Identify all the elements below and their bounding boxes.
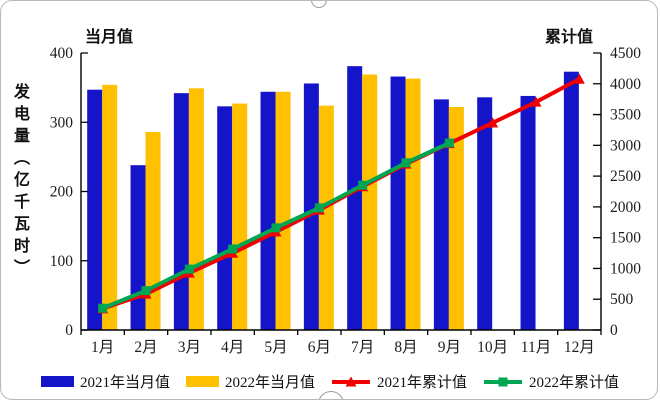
legend-item-2: 2022年当月值 (185, 371, 315, 392)
right-axis-tick-label: 2500 (610, 168, 641, 185)
left-axis-tick-label: 300 (50, 114, 74, 131)
bar-2022年当月值 (405, 78, 421, 330)
right-axis-tick-label: 4000 (610, 76, 641, 93)
bar-2021年当月值 (130, 165, 146, 330)
right-axis-tick-label: 4500 (610, 45, 641, 62)
bar-2022年当月值 (145, 131, 161, 330)
right-axis-tick-label: 2000 (610, 199, 641, 216)
right-axis-tick-label: 0 (610, 322, 618, 339)
bar-2021年当月值 (87, 89, 103, 330)
bar-2021年当月值 (260, 91, 276, 330)
triangle-marker (487, 117, 499, 128)
square-marker (314, 203, 324, 213)
legend-bar-swatch (40, 376, 74, 387)
bar-2022年当月值 (318, 105, 334, 330)
right-axis-tick-label: 500 (610, 291, 634, 308)
y-axis-label: 发电量（亿千瓦时） (11, 83, 28, 281)
legend-line-swatch (332, 376, 370, 386)
bar-2022年当月值 (102, 84, 118, 330)
x-axis-month-label: 4月 (221, 339, 244, 356)
left-axis-tick-label: 400 (50, 45, 74, 62)
bar-2021年当月值 (173, 93, 189, 330)
right-axis-tick-label: 3500 (610, 107, 641, 124)
legend-label: 2021年当月值 (79, 375, 170, 391)
legend-bar-swatch (185, 376, 219, 387)
legend-label: 2022年累计值 (529, 375, 620, 391)
bar-2021年当月值 (477, 97, 493, 330)
x-axis-month-label: 9月 (438, 339, 461, 356)
square-marker-icon (498, 377, 508, 386)
square-marker (184, 264, 194, 274)
x-axis-month-label: 7月 (351, 339, 374, 356)
right-axis-tick-label: 1000 (610, 260, 641, 277)
bar-2021年当月值 (347, 66, 363, 330)
x-axis-month-label: 3月 (178, 339, 201, 356)
x-axis-month-label: 1月 (91, 339, 114, 356)
bar-2021年当月值 (390, 76, 406, 330)
bar-2022年当月值 (448, 107, 464, 330)
x-axis-month-label: 6月 (308, 339, 331, 356)
chart-legend: 2021年当月值 2022年当月值 2021年累计值 2022年累计值 (1, 371, 657, 392)
square-marker (444, 138, 454, 148)
right-axis-tick-label: 3000 (610, 137, 641, 154)
x-axis-month-label: 2月 (134, 339, 157, 356)
left-axis-title: 当月值 (85, 29, 134, 46)
legend-label: 2022年当月值 (224, 375, 315, 391)
x-axis-month-label: 10月 (477, 339, 508, 356)
legend-item-3: 2021年累计值 (331, 371, 467, 392)
bar-2022年当月值 (188, 88, 204, 330)
legend-line-swatch (484, 377, 523, 386)
square-marker (228, 244, 238, 254)
left-axis-tick-label: 200 (50, 184, 74, 201)
square-marker (271, 223, 281, 233)
left-axis-tick-label: 100 (50, 253, 74, 270)
square-marker (401, 158, 411, 168)
triangle-marker (573, 73, 585, 84)
x-axis-month-label: 5月 (264, 339, 287, 356)
bar-2021年当月值 (217, 106, 233, 330)
legend-item-4: 2022年累计值 (483, 371, 619, 392)
x-axis-month-label: 8月 (394, 339, 417, 356)
triangle-marker-icon (345, 376, 357, 386)
bar-2021年当月值 (563, 71, 579, 330)
bar-2021年当月值 (433, 99, 449, 331)
square-marker (141, 286, 151, 296)
bar-2021年当月值 (303, 83, 319, 330)
square-marker (98, 303, 108, 313)
left-axis-tick-label: 0 (65, 322, 73, 339)
triangle-marker (530, 96, 542, 107)
right-axis-tick-label: 1500 (610, 230, 641, 247)
x-axis-month-label: 12月 (564, 339, 595, 356)
x-axis-month-label: 11月 (521, 339, 551, 356)
legend-item-1: 2021年当月值 (40, 371, 170, 392)
legend-label: 2021年累计值 (377, 375, 468, 391)
bar-2022年当月值 (362, 74, 378, 330)
bar-2021年当月值 (520, 95, 536, 330)
bar-2022年当月值 (275, 91, 291, 330)
square-marker (358, 180, 368, 190)
bar-2022年当月值 (232, 103, 248, 331)
right-axis-title: 累计值 (544, 29, 593, 46)
